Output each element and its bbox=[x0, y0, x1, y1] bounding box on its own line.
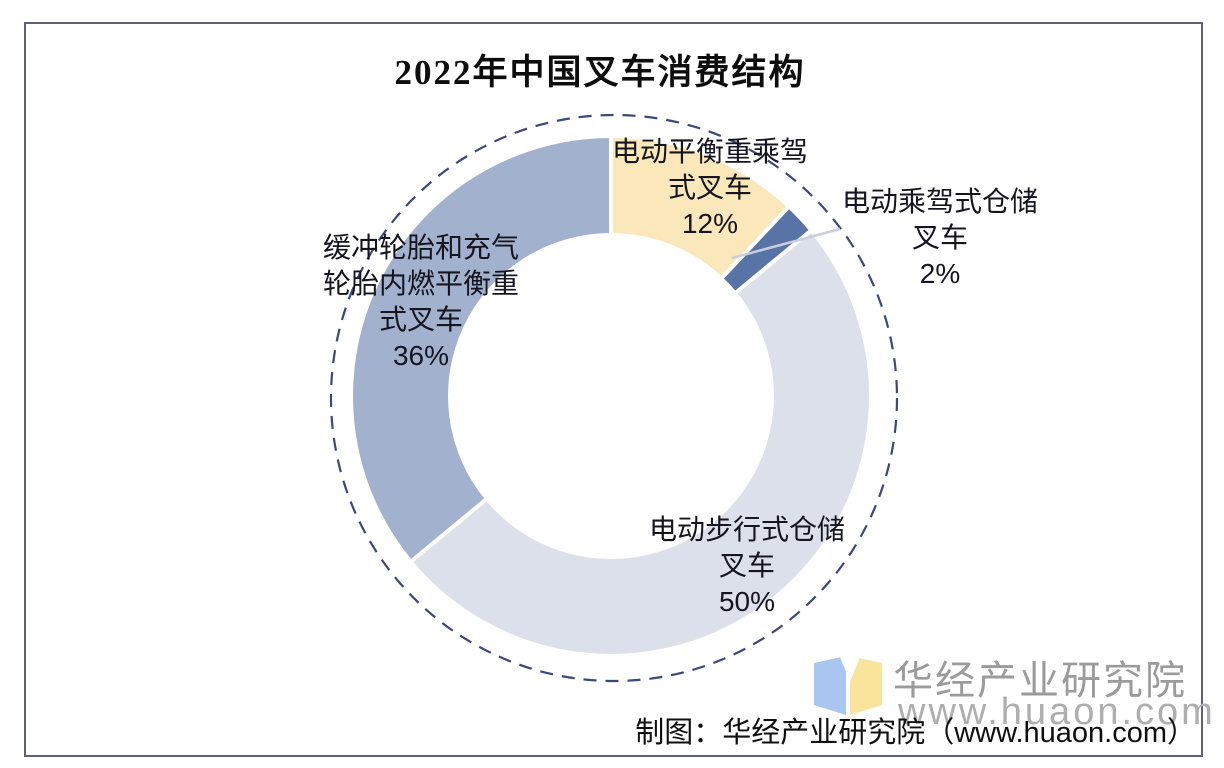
segment-label-line: 36% bbox=[392, 340, 450, 371]
pie-segment-50pct bbox=[408, 228, 873, 658]
segment-label-line: 2% bbox=[919, 258, 961, 289]
brand-watermark-url: www.huaon.com bbox=[898, 691, 1216, 733]
logo-left-page bbox=[814, 656, 846, 715]
logo-spine-notch bbox=[838, 652, 862, 682]
chart-title: 2022年中国叉车消费结构 bbox=[394, 53, 806, 92]
segment-label-line: 轮胎内燃平衡重 bbox=[322, 268, 520, 299]
segment-label-line: 叉车 bbox=[911, 222, 969, 253]
donut-segments bbox=[349, 134, 873, 658]
segment-label-line: 式叉车 bbox=[667, 172, 753, 203]
segment-label-line: 电动步行式仓储 bbox=[648, 514, 846, 545]
open-book-logo-icon bbox=[814, 652, 882, 715]
segment-label-2pct: 电动乘驾式仓储 叉车 2% bbox=[842, 184, 1038, 292]
segment-label-12pct: 电动平衡重乘驾 式叉车 12% bbox=[612, 134, 808, 242]
segment-label-line: 缓冲轮胎和充气 bbox=[322, 232, 520, 263]
segment-label-line: 叉车 bbox=[718, 550, 776, 581]
dashed-guide-circle bbox=[329, 113, 899, 683]
segment-label-50pct: 电动步行式仓储 叉车 50% bbox=[649, 512, 845, 620]
source-caption: 制图：华经产业研究院（www.huaon.com） bbox=[635, 717, 1196, 749]
segment-label-line: 电动乘驾式仓储 bbox=[841, 186, 1039, 217]
segment-label-line: 50% bbox=[718, 586, 776, 617]
segment-label-line: 式叉车 bbox=[378, 304, 464, 335]
segment-label-line: 12% bbox=[681, 208, 739, 239]
pie-segment-36pct bbox=[349, 134, 613, 564]
logo-right-page bbox=[850, 656, 882, 715]
leader-line-2pct bbox=[731, 227, 841, 260]
segment-label-line: 电动平衡重乘驾 bbox=[611, 136, 809, 167]
brand-watermark-name: 华经产业研究院 bbox=[893, 659, 1187, 703]
segment-label-36pct: 缓冲轮胎和充气 轮胎内燃平衡重 式叉车 36% bbox=[323, 230, 519, 374]
